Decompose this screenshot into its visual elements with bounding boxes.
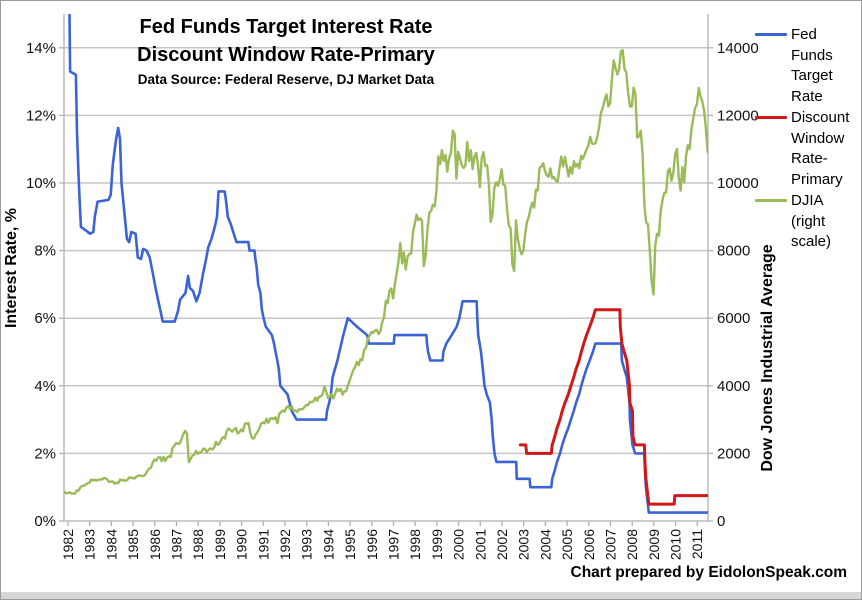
left-axis-tick-label: 14% — [26, 40, 56, 57]
left-axis-tick-label: 4% — [34, 378, 56, 395]
x-axis-tick-label: 1984 — [103, 529, 119, 560]
x-axis-tick-label: 2003 — [516, 529, 532, 560]
left-axis-tick-label: 0% — [34, 513, 56, 530]
x-axis-tick-label: 1986 — [147, 529, 163, 560]
x-axis-tick-label: 2002 — [494, 529, 510, 560]
left-axis-title: Interest Rate, % — [3, 207, 20, 329]
x-axis-tick-label: 1999 — [429, 529, 445, 560]
left-axis-tick-label: 10% — [26, 175, 56, 192]
x-axis-tick-label: 1989 — [212, 529, 228, 560]
right-axis-title: Dow Jones Industrial Average — [759, 244, 776, 472]
x-axis-tick-label: 1992 — [277, 529, 293, 560]
left-axis-tick-label: 8% — [34, 243, 56, 260]
legend-swatch-discount-window — [755, 116, 787, 119]
x-axis-tick-label: 1991 — [255, 529, 271, 560]
right-axis-tick-label: 0 — [717, 513, 725, 530]
legend-label-djia: DJIA (right scale) — [791, 192, 832, 250]
x-axis-tick-label: 1996 — [364, 529, 380, 560]
legend-swatch-fed-funds — [755, 33, 787, 36]
x-axis-tick-label: 1993 — [299, 529, 315, 560]
x-axis-tick-label: 2011 — [689, 529, 705, 559]
left-axis-tick-label: 12% — [26, 107, 56, 124]
x-axis-tick-label: 2004 — [537, 529, 553, 560]
legend-label-discount-window: Discount Window Rate- Primary — [791, 109, 850, 188]
x-axis-tick-label: 1982 — [60, 529, 76, 560]
x-axis-tick-label: 1983 — [82, 529, 98, 560]
x-axis-tick-label: 1998 — [407, 529, 423, 560]
right-axis-tick-label: 2000 — [717, 445, 750, 462]
x-axis-tick-label: 2001 — [472, 529, 488, 560]
x-axis-tick-label: 1985 — [125, 529, 141, 560]
legend-swatch-djia — [755, 199, 787, 202]
right-axis-tick-label: 8000 — [717, 243, 750, 260]
chart-subtitle: Discount Window Rate-Primary — [137, 44, 435, 66]
x-axis-tick-label: 1990 — [234, 529, 250, 560]
x-axis-tick-label: 2010 — [668, 529, 684, 560]
bottom-strip — [1, 592, 861, 599]
chart-title: Fed Funds Target Interest Rate — [139, 16, 433, 38]
data-source-note: Data Source: Federal Reserve, DJ Market … — [137, 72, 435, 87]
x-axis-tick-label: 1997 — [385, 529, 401, 560]
x-axis-tick-label: 1994 — [320, 529, 336, 560]
x-axis-tick-label: 2009 — [646, 529, 662, 560]
right-axis-tick-label: 12000 — [717, 107, 759, 124]
right-axis-tick-label: 10000 — [717, 175, 759, 192]
left-axis-tick-label: 6% — [34, 310, 56, 327]
x-axis-tick-label: 2007 — [602, 529, 618, 560]
title-block: Fed Funds Target Interest Rate Discount … — [86, 15, 486, 89]
x-axis-tick-label: 1988 — [190, 529, 206, 560]
left-axis-tick-label: 2% — [34, 445, 56, 462]
credit-line: Chart prepared by EidolonSpeak.com — [570, 564, 847, 581]
right-axis-tick-label: 6000 — [717, 310, 750, 327]
x-axis-tick-label: 2006 — [581, 529, 597, 560]
x-axis-tick-label: 1995 — [342, 529, 358, 560]
x-axis-tick-label: 1987 — [168, 529, 184, 560]
right-axis-tick-label: 4000 — [717, 378, 750, 395]
series-line-djia — [64, 49, 708, 495]
x-axis-tick-label: 2005 — [559, 529, 575, 560]
x-axis-tick-label: 2008 — [624, 529, 640, 560]
right-axis-tick-label: 14000 — [717, 40, 759, 57]
legend-label-fed-funds: Fed Funds Target Rate — [791, 26, 833, 105]
series-line-fed-funds — [68, 14, 708, 514]
x-axis-tick-label: 2000 — [451, 529, 467, 560]
series-line-discount-window — [518, 308, 708, 506]
